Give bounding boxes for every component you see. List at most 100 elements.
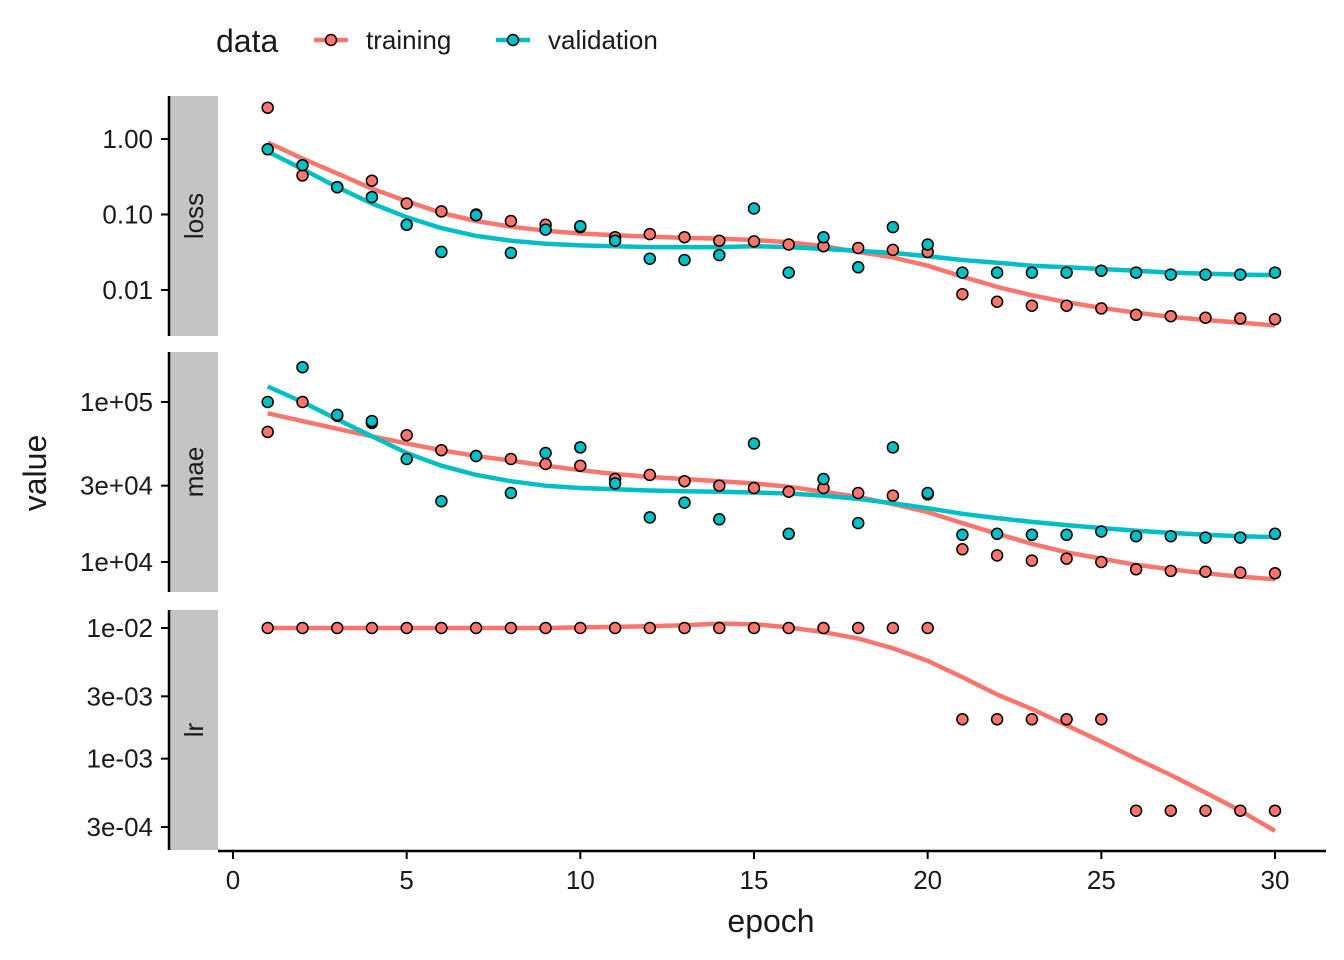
x-tick-label: 25	[1087, 865, 1116, 895]
data-point-training-mae	[886, 489, 900, 502]
data-point-training-mae	[1268, 567, 1282, 580]
data-point-validation-loss	[539, 223, 552, 236]
data-point-training-loss	[782, 238, 795, 251]
data-point-validation-loss	[330, 180, 344, 194]
panel-lr: lr 1e-02 3e-03 1e-03 3e-04	[87, 610, 1282, 850]
data-point-training-mae	[1060, 552, 1073, 565]
data-point-validation-mae	[469, 449, 483, 463]
strip-loss	[170, 96, 218, 336]
data-point-validation-mae	[435, 494, 448, 508]
data-point-validation-loss	[400, 218, 413, 232]
data-point-validation-mae	[1164, 529, 1178, 543]
data-point-training-mae	[1095, 555, 1108, 569]
data-point-training-loss	[643, 227, 657, 241]
data-point-validation-loss	[1025, 266, 1039, 279]
data-point-validation-mae	[1268, 527, 1282, 541]
data-point-training-lr	[469, 621, 483, 635]
data-point-training-mae	[956, 543, 969, 556]
data-point-training-mae	[261, 425, 274, 439]
data-point-training-mae	[435, 443, 448, 457]
data-point-validation-mae	[1199, 531, 1212, 544]
data-point-training-lr	[1268, 804, 1282, 817]
data-point-training-mae	[1025, 554, 1039, 567]
data-point-training-mae	[1164, 564, 1178, 578]
data-point-training-lr	[713, 621, 726, 635]
data-point-training-loss	[365, 174, 379, 187]
data-point-validation-loss	[365, 190, 379, 204]
data-point-training-lr	[365, 621, 379, 635]
data-point-validation-mae	[261, 395, 274, 409]
data-point-validation-loss	[851, 261, 865, 274]
trend-line-validation-loss	[266, 149, 1276, 278]
data-point-training-lr	[990, 713, 1004, 726]
data-point-training-lr	[1129, 804, 1143, 817]
data-point-validation-mae	[678, 496, 691, 509]
data-point-training-loss	[1268, 312, 1282, 326]
data-point-training-mae	[1199, 565, 1212, 578]
data-point-training-loss	[713, 234, 726, 247]
data-point-training-lr	[261, 621, 274, 635]
trend-line-training-loss	[266, 140, 1276, 328]
data-point-validation-loss	[504, 246, 518, 260]
data-point-validation-loss	[1199, 268, 1212, 281]
legend-title: data	[216, 23, 278, 59]
strip-lr	[170, 610, 218, 850]
data-point-validation-mae	[330, 408, 344, 422]
data-point-validation-mae	[1129, 529, 1143, 543]
data-point-validation-loss	[643, 252, 657, 265]
data-point-training-mae	[782, 485, 795, 498]
y-tick-label-mae: 1e+05	[80, 387, 153, 417]
data-point-training-lr	[296, 621, 309, 635]
data-point-training-mae	[643, 468, 657, 482]
data-point-training-mae	[574, 459, 587, 472]
legend-label-training: training	[366, 25, 451, 55]
data-point-training-lr	[921, 621, 934, 635]
data-point-validation-mae	[990, 527, 1004, 541]
data-point-validation-loss	[261, 143, 274, 156]
data-point-training-loss	[886, 243, 900, 257]
data-point-training-mae	[400, 428, 413, 442]
data-point-validation-mae	[921, 486, 934, 500]
data-point-validation-loss	[296, 158, 309, 172]
y-tick-label-lr: 3e-04	[87, 812, 154, 842]
data-point-validation-loss	[713, 248, 726, 262]
data-point-training-mae	[990, 549, 1004, 562]
data-point-validation-loss	[1095, 264, 1108, 277]
data-point-validation-mae	[643, 511, 657, 524]
data-point-training-mae	[747, 481, 761, 495]
data-point-validation-loss	[817, 230, 830, 244]
data-point-validation-mae	[400, 452, 413, 466]
trend-line-training-mae	[267, 411, 1276, 582]
panel-mae: mae 1e+05 3e+04 1e+04	[80, 352, 1282, 592]
y-tick-label-mae: 1e+04	[80, 547, 153, 577]
data-point-validation-loss	[1060, 266, 1073, 279]
data-point-validation-mae	[1234, 531, 1247, 544]
data-point-training-loss	[504, 214, 518, 228]
data-point-validation-loss	[782, 266, 795, 279]
data-point-validation-loss	[990, 266, 1004, 279]
data-point-training-loss	[747, 235, 761, 248]
data-point-training-lr	[643, 621, 657, 635]
data-point-training-lr	[1060, 713, 1073, 726]
data-point-training-lr	[504, 621, 518, 635]
y-tick-label-lr: 1e-03	[87, 744, 154, 774]
strip-mae	[170, 352, 218, 592]
data-point-training-mae	[1234, 566, 1247, 579]
data-point-validation-mae	[747, 437, 761, 450]
data-point-validation-mae	[817, 472, 830, 486]
x-tick-label: 5	[399, 865, 413, 895]
data-point-training-mae	[713, 479, 726, 492]
legend-label-validation: validation	[548, 25, 658, 55]
data-point-validation-mae	[713, 513, 726, 526]
data-point-validation-loss	[956, 266, 969, 279]
x-tick-label: 10	[566, 865, 595, 895]
data-point-training-loss	[1129, 308, 1143, 322]
data-point-validation-loss	[1234, 268, 1247, 281]
legend-key-training	[314, 33, 348, 47]
data-point-training-lr	[1095, 713, 1108, 726]
data-point-training-lr	[1164, 804, 1178, 817]
legend-key-validation	[496, 33, 530, 47]
data-point-training-loss	[1164, 309, 1178, 323]
legend: data training validation	[216, 23, 658, 59]
